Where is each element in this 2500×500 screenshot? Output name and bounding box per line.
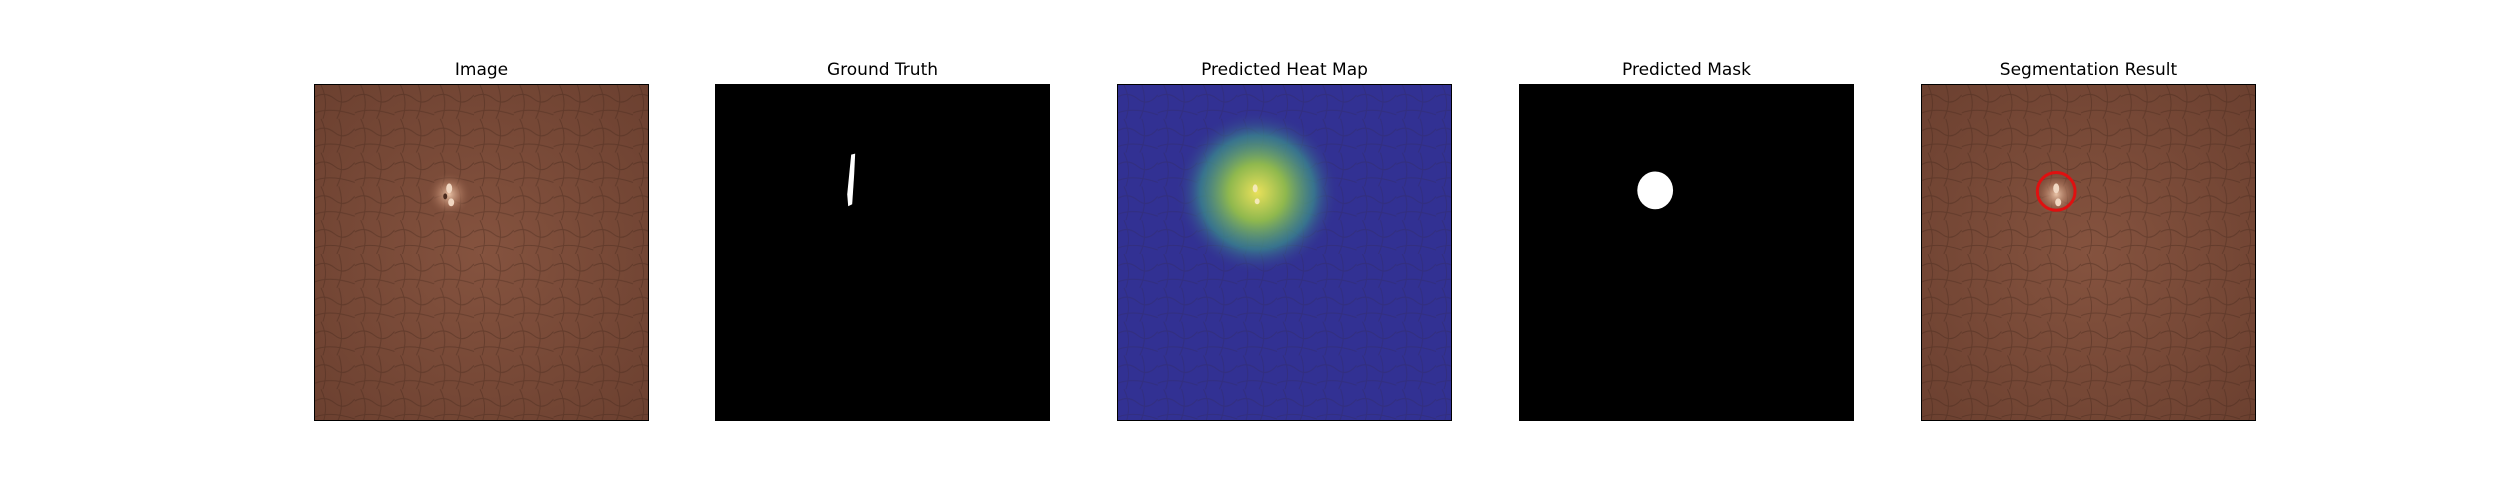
panel-title-ground-truth: Ground Truth xyxy=(826,60,939,80)
image-leather-photo xyxy=(314,84,649,421)
ground-truth-mask xyxy=(715,84,1050,421)
segmentation-contour xyxy=(2035,170,2077,212)
heatmap-overlay xyxy=(1117,84,1452,421)
segmentation-result-photo xyxy=(1921,84,2256,421)
ground-truth-defect-region xyxy=(847,153,856,207)
predicted-mask xyxy=(1519,84,1854,421)
panel-title-predicted-mask: Predicted Mask xyxy=(1622,60,1751,80)
panel-title-image: Image xyxy=(454,60,509,80)
panel-title-predicted-heat-map: Predicted Heat Map xyxy=(1201,60,1368,80)
panel-title-segmentation-result: Segmentation Result xyxy=(1999,60,2178,80)
heatmap-hotspot xyxy=(1175,110,1339,274)
predicted-defect-region xyxy=(1637,171,1674,210)
